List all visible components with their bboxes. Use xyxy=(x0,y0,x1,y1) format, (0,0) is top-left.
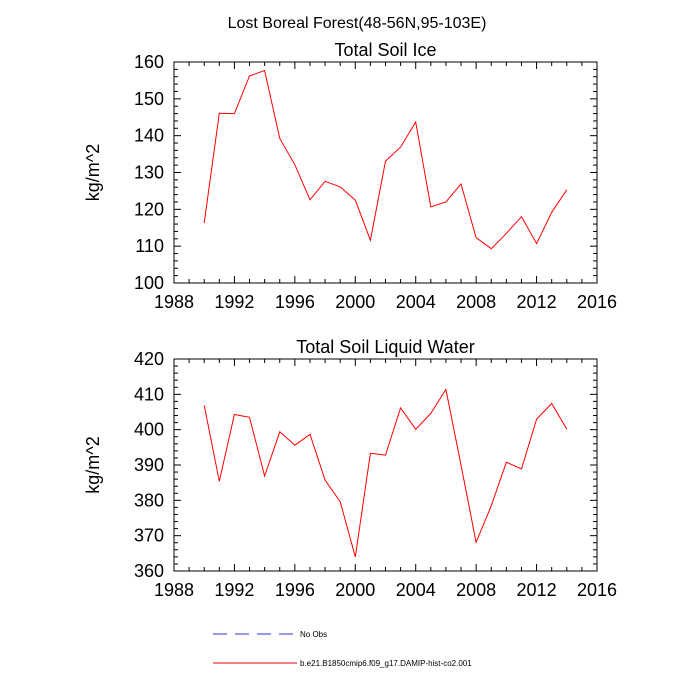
y-tick-label: 420 xyxy=(134,349,164,369)
x-tick-label: 2008 xyxy=(456,292,496,312)
x-tick-label: 2004 xyxy=(396,292,436,312)
y-axis-label: kg/m^2 xyxy=(83,144,103,201)
legend-item-1: No Obs xyxy=(213,630,327,639)
x-tick-label: 1996 xyxy=(275,292,315,312)
x-tick-label: 1988 xyxy=(154,580,194,600)
y-tick-label: 400 xyxy=(134,420,164,440)
x-tick-label: 2000 xyxy=(335,580,375,600)
y-tick-label: 100 xyxy=(134,273,164,293)
y-tick-label: 110 xyxy=(135,236,164,256)
series-line-1 xyxy=(203,69,568,250)
x-tick-label: 1992 xyxy=(214,292,254,312)
y-tick-label: 390 xyxy=(134,455,164,475)
x-tick-label: 1996 xyxy=(275,580,315,600)
series-line-1 xyxy=(203,388,568,558)
chart-panel-2: Total Soil Liquid Water kg/m^2 1988 1992 199… xyxy=(83,337,617,600)
x-tick-label: 2016 xyxy=(577,580,617,600)
chart-title: Total Soil Ice xyxy=(334,40,436,60)
y-tick-label: 410 xyxy=(134,384,164,404)
x-tick-label: 2000 xyxy=(335,292,375,312)
x-tick-label: 1988 xyxy=(154,292,194,312)
x-tick-label: 2012 xyxy=(517,580,557,600)
y-tick-label: 370 xyxy=(134,526,164,546)
x-tick-label: 2008 xyxy=(456,580,496,600)
y-tick-label: 150 xyxy=(134,89,164,109)
y-tick-label: 120 xyxy=(134,199,164,219)
legend-label: b.e21.B1850cmip6.f09_g17.DAMIP-hist-co2.… xyxy=(300,659,472,668)
legend: No Obs b.e21.B1850cmip6.f09_g17.DAMIP-his… xyxy=(213,630,472,668)
y-axis-label: kg/m^2 xyxy=(83,436,103,493)
y-tick-label: 160 xyxy=(134,52,164,72)
y-tick-label: 140 xyxy=(134,126,164,146)
chart-panel-1: Total Soil Ice kg/m^2 1988 1992 1996 2000 2004… xyxy=(83,40,617,312)
plot-frame xyxy=(173,358,598,572)
figure-title: Lost Boreal Forest(48-56N,95-103E) xyxy=(228,15,487,32)
plot-frame xyxy=(173,61,598,284)
x-tick-label: 2004 xyxy=(396,580,436,600)
x-tick-label: 1992 xyxy=(214,580,254,600)
legend-item-2: b.e21.B1850cmip6.f09_g17.DAMIP-hist-co2.… xyxy=(213,659,472,668)
y-tick-label: 130 xyxy=(134,163,164,183)
chart-title: Total Soil Liquid Water xyxy=(296,337,474,357)
x-tick-label: 2012 xyxy=(517,292,557,312)
y-tick-label: 360 xyxy=(134,561,164,581)
y-tick-label: 380 xyxy=(134,490,164,510)
x-tick-label: 2016 xyxy=(577,292,617,312)
legend-label: No Obs xyxy=(300,630,327,639)
